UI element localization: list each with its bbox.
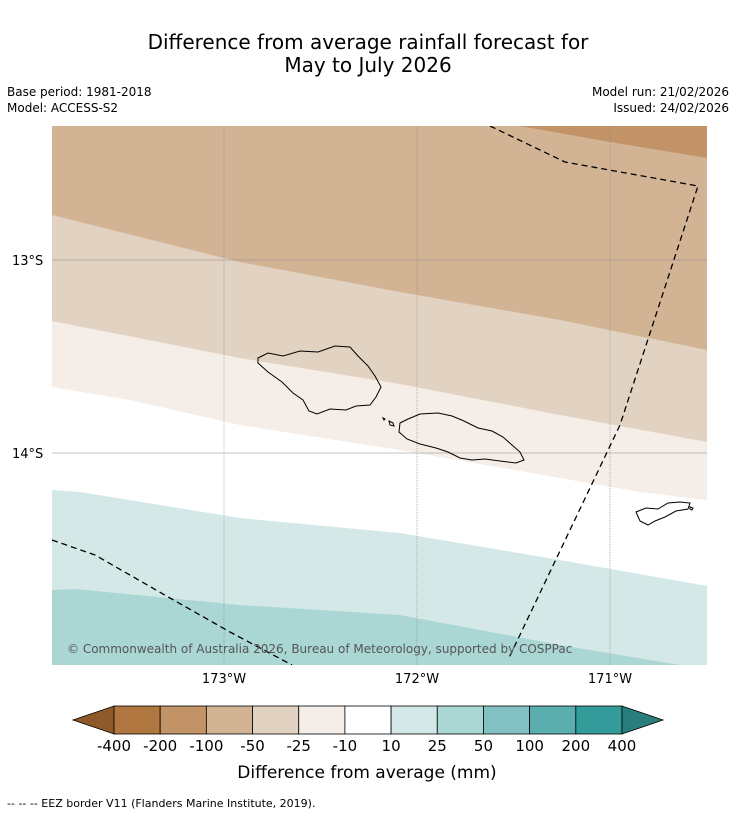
- band-minus-50-to-100: [52, 126, 707, 350]
- legend-swatch: [252, 705, 300, 735]
- legend-swatch-below-min: [71, 705, 115, 735]
- model-run: Model run: 21/02/2026: [591, 85, 729, 99]
- eez-footnote: -- -- -- EEZ border V11 (Flanders Marine…: [7, 797, 316, 810]
- legend-swatch: [575, 705, 623, 735]
- rainfall-map: © Commonwealth of Australia 2026, Bureau…: [52, 126, 707, 665]
- aunuu-island-outline: [689, 506, 694, 511]
- legend-swatch: [483, 705, 531, 735]
- legend-tick-label: -50: [240, 737, 265, 755]
- map-title: Difference from average rainfall forecas…: [0, 31, 736, 77]
- model-name: Model: ACCESS-S2: [7, 101, 119, 115]
- legend-title: Difference from average (mm): [237, 763, 496, 783]
- legend-tick-label: -25: [286, 737, 311, 755]
- meta-right: Model run: 21/02/2026 Issued: 24/02/2026: [592, 84, 729, 116]
- lon-label-173w: 173°W: [202, 672, 246, 687]
- lon-label-172w: 172°W: [395, 672, 439, 687]
- legend-swatch-above-max: [621, 705, 665, 735]
- eez-border-north-east: [489, 126, 699, 661]
- legend-tick-label: -100: [189, 737, 223, 755]
- legend-swatch: [159, 705, 207, 735]
- lon-label-171w: 171°W: [588, 672, 632, 687]
- legend-swatch: [529, 705, 577, 735]
- legend-tick-label: -400: [97, 737, 131, 755]
- legend-tick-label: -10: [333, 737, 358, 755]
- legend-tick-label: 400: [608, 737, 637, 755]
- legend-tick-label: 50: [474, 737, 493, 755]
- band-plus-25-to-50: [52, 589, 680, 665]
- legend-swatch: [344, 705, 392, 735]
- manono-island-outline: [388, 420, 395, 427]
- legend-swatch: [113, 705, 161, 735]
- copyright-notice: © Commonwealth of Australia 2026, Bureau…: [67, 642, 572, 656]
- legend-tick-label: 10: [382, 737, 401, 755]
- title-line-2: May to July 2026: [284, 53, 452, 77]
- savaii-island-outline: [257, 345, 382, 415]
- legend-swatch: [436, 705, 484, 735]
- legend-tick-label: 25: [428, 737, 447, 755]
- legend-swatch: [205, 705, 253, 735]
- legend-colorbar: -400 -200 -100 -50 -25 -10 10 25 50 100 200 400: [71, 705, 665, 755]
- base-period: Base period: 1981-2018: [7, 85, 152, 99]
- lat-label-14s: 14°S: [12, 447, 43, 462]
- legend-tick-label: 100: [515, 737, 544, 755]
- title-line-1: Difference from average rainfall forecas…: [147, 30, 589, 54]
- legend-swatch: [298, 705, 346, 735]
- band-minus-100-to-200: [520, 126, 707, 158]
- legend-swatch: [390, 705, 438, 735]
- issued-date: Issued: 24/02/2026: [613, 101, 729, 115]
- apolima-island-outline: [381, 416, 386, 421]
- lat-label-13s: 13°S: [12, 254, 43, 269]
- gridlines: [52, 126, 707, 665]
- upolu-island-outline: [398, 412, 525, 464]
- legend-tick-label: 200: [561, 737, 590, 755]
- meta-left: Base period: 1981-2018 Model: ACCESS-S2: [7, 84, 152, 116]
- tutuila-island-outline: [635, 501, 691, 526]
- legend-tick-label: -200: [143, 737, 177, 755]
- eez-border-south-west: [52, 539, 293, 665]
